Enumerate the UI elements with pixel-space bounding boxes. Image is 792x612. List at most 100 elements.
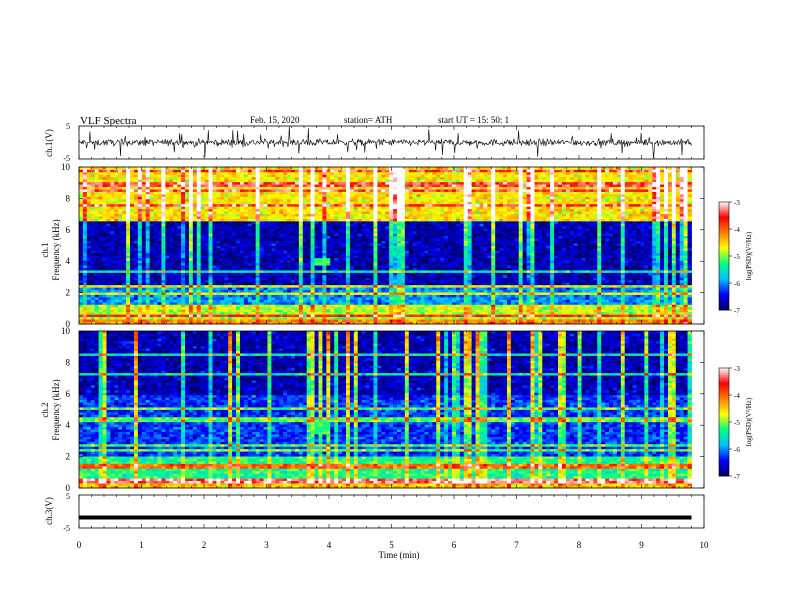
spectrogram-cell [212, 213, 217, 217]
spectrogram-cell [200, 289, 206, 293]
spectrogram-cell [365, 282, 370, 286]
spectrogram-cell [287, 282, 292, 286]
spectrogram-cell [334, 262, 339, 266]
spectrogram-cell [79, 309, 84, 313]
spectrogram-cell [322, 257, 327, 261]
spectrogram-cell [271, 287, 276, 291]
spectrogram-cell [177, 257, 182, 261]
spectrogram-cell [204, 289, 209, 293]
spectrogram-cell [212, 247, 217, 251]
spectrogram-cell [130, 321, 135, 325]
spectrogram-cell [239, 262, 245, 266]
spectrogram-cell [243, 250, 249, 254]
spectrogram-cell [106, 321, 111, 325]
spectrogram-cell [326, 279, 331, 283]
spectrogram-cell [165, 274, 170, 278]
spectrogram-cell [330, 284, 335, 288]
spectrogram-cell [247, 260, 253, 264]
spectrogram-cell [90, 279, 96, 283]
spectrogram-cell [283, 233, 288, 237]
spectrogram-cell [94, 297, 100, 300]
spectrogram-cell [357, 247, 363, 251]
spectrogram-cell [287, 174, 292, 178]
spectrogram-cell [161, 270, 166, 273]
spectrogram-cell [263, 284, 268, 288]
spectrogram-cell [86, 203, 92, 207]
spectrogram-cell [349, 191, 355, 195]
spectrogram-cell [181, 238, 186, 241]
spectrogram-cell [79, 235, 84, 239]
spectrogram-cell [157, 304, 162, 308]
spectrogram-cell [236, 260, 241, 264]
spectrogram-cell [243, 321, 249, 325]
spectrogram-cell [216, 282, 221, 286]
spectrogram-cell [200, 193, 206, 197]
spectrogram-cell [169, 213, 174, 217]
spectrogram-cell [314, 289, 319, 293]
spectrogram-cell [267, 289, 272, 293]
spectrogram-cell [259, 213, 264, 217]
spectrogram-cell [79, 193, 84, 197]
spectrogram-cell [157, 184, 162, 188]
spectrogram-cell [310, 176, 315, 180]
spectrogram-cell [228, 228, 233, 232]
spectrogram-cell [130, 301, 135, 305]
spectrogram-cell [137, 301, 143, 305]
spectrogram-cell [239, 287, 245, 291]
spectrogram-cell [188, 255, 194, 259]
spectrogram-cell [271, 306, 276, 310]
spectrogram-cell [153, 277, 158, 281]
spectrogram-cell [173, 321, 178, 325]
spectrogram-cell [145, 279, 151, 283]
spectrogram-cell [98, 243, 103, 246]
spectrogram-cell [165, 243, 170, 246]
spectrogram-cell [181, 292, 186, 295]
spectrogram-cell [239, 274, 245, 278]
spectrogram-cell [334, 228, 339, 232]
spectrogram-cell [130, 294, 135, 298]
spectrogram-cell [177, 228, 182, 232]
spectrogram-cell [90, 243, 96, 246]
spectrogram-cell [169, 211, 174, 215]
spectrogram-cell [212, 294, 217, 298]
spectrogram-cell [369, 304, 374, 308]
spectrogram-cell [353, 218, 359, 222]
spectrogram-cell [349, 245, 355, 249]
spectrogram-cell [263, 287, 268, 291]
spectrogram-cell [122, 243, 127, 246]
spectrogram-cell [153, 225, 158, 229]
spectrogram-cell [263, 289, 268, 293]
spectrogram-cell [271, 250, 276, 254]
spectrogram-cell [157, 245, 162, 249]
spectrogram-cell [334, 260, 339, 264]
spectrogram-cell [145, 270, 151, 273]
spectrogram-cell [224, 299, 229, 303]
spectrogram-cell [236, 250, 241, 254]
spectrogram-cell [263, 171, 268, 175]
spectrogram-cell [259, 176, 264, 180]
spectrogram-cell [82, 257, 88, 261]
spectrogram-cell [86, 257, 92, 261]
spectrogram-cell [98, 233, 103, 237]
spectrogram-cell [247, 211, 253, 215]
spectrogram-cell [98, 206, 103, 210]
spectrogram-cell [173, 201, 178, 205]
spectrogram-cell [255, 247, 261, 251]
spectrogram-cell [130, 169, 135, 173]
spectrogram-cell [102, 201, 107, 205]
spectrogram-cell [243, 238, 249, 241]
spectrogram-cell [220, 309, 225, 313]
spectrogram-cell [302, 206, 308, 210]
spectrogram-cell [130, 292, 135, 295]
spectrogram-cell [153, 189, 158, 192]
spectrogram-cell [126, 267, 131, 271]
spectrogram-cell [275, 238, 280, 241]
spectrogram-cell [126, 230, 131, 234]
spectrogram-cell [357, 193, 363, 197]
spectrogram-cell [334, 277, 339, 281]
spectrogram-cell [161, 216, 166, 219]
spectrogram-cell [259, 260, 264, 264]
spectrogram-cell [79, 181, 84, 185]
spectrogram-cell [188, 196, 194, 200]
spectrogram-cell [141, 206, 147, 210]
